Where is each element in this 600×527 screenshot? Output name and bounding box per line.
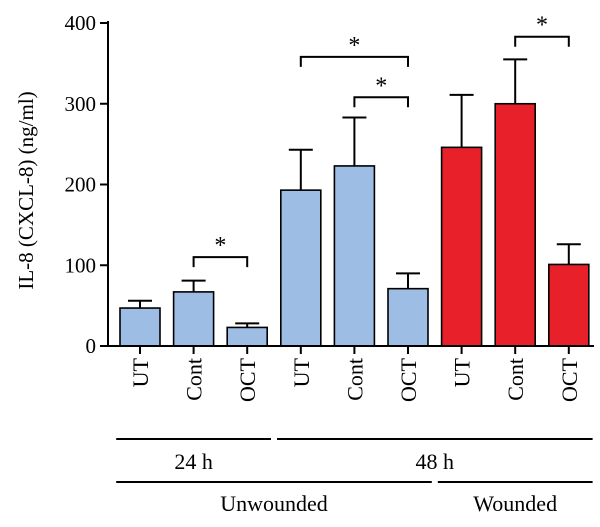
significance-bracket	[514, 35, 570, 47]
x-tick-label: OCT	[235, 357, 260, 402]
x-tick-label: Cont	[342, 358, 367, 401]
y-axis-label: IL-8 (CXCL-8) (ng/ml)	[14, 91, 38, 289]
y-tick-label: 0	[86, 334, 97, 358]
bar	[333, 165, 376, 347]
y-tick-label: 300	[65, 92, 97, 116]
group-label: Unwounded	[220, 491, 328, 516]
significance-bracket	[192, 256, 249, 268]
x-tick-label: OCT	[396, 357, 421, 402]
x-axis: UT Cont OCT UT Cont OCT UT Cont OCT	[108, 345, 594, 402]
y-tick-label: 200	[65, 173, 97, 197]
bar	[494, 102, 537, 347]
bar	[547, 263, 590, 347]
y-tick-label: 400	[65, 11, 97, 35]
x-tick-label: OCT	[557, 357, 582, 402]
significance-bracket	[299, 55, 409, 67]
group-labels: 24 h 48 h Unwounded Wounded	[116, 438, 593, 516]
significance-star: *	[375, 73, 387, 99]
group-label: Wounded	[473, 491, 557, 516]
x-tick-label: Cont	[182, 358, 207, 401]
bar	[226, 326, 268, 347]
significance-star: *	[348, 33, 360, 59]
x-tick-label: UT	[289, 357, 314, 387]
bar	[172, 291, 215, 347]
y-tick-label: 100	[65, 253, 97, 277]
significance-brackets: * * * *	[192, 13, 570, 268]
significance-star: *	[536, 13, 548, 39]
bars	[119, 58, 590, 347]
bar	[279, 189, 322, 347]
group-label: 24 h	[174, 449, 213, 474]
x-tick-label: UT	[128, 357, 153, 387]
bar	[387, 287, 429, 347]
bar	[440, 146, 483, 347]
y-axis: 0 100 200 300 400 IL-8 (CXCL-8) (ng/ml)	[14, 11, 109, 358]
x-tick-label: Cont	[503, 358, 528, 401]
group-label: 48 h	[416, 449, 455, 474]
significance-star: *	[214, 233, 226, 259]
significance-bracket	[353, 96, 409, 108]
bar	[119, 307, 161, 347]
x-tick-label: UT	[450, 357, 475, 387]
